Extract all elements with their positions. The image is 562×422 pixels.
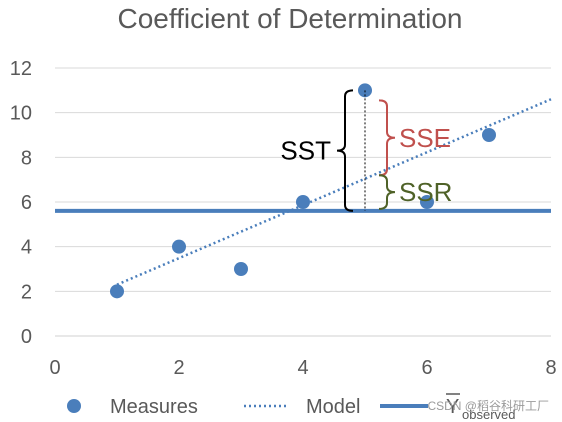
label-sse: SSE — [399, 123, 451, 153]
y-tick-label-12: 12 — [10, 58, 32, 80]
legend: Measures Model Y observed — [67, 393, 515, 422]
x-tick-label-4: 4 — [297, 357, 308, 379]
data-point-7 — [482, 128, 496, 142]
axis-ticks: 0 2 4 6 8 10 12 0 2 4 6 8 — [10, 58, 557, 379]
x-tick-label-2: 2 — [173, 357, 184, 379]
legend-label-mean-subscript: observed — [462, 407, 515, 422]
legend-marker-measures — [67, 399, 81, 413]
x-tick-label-8: 8 — [545, 357, 556, 379]
legend-label-mean-symbol: Y — [446, 396, 459, 418]
data-point-6 — [420, 195, 434, 209]
data-point-4 — [296, 195, 310, 209]
data-point-3 — [234, 262, 248, 276]
legend-label-measures: Measures — [110, 396, 198, 418]
y-tick-label-0: 0 — [21, 326, 32, 348]
y-tick-label-10: 10 — [10, 103, 32, 125]
brace-ssr — [378, 174, 396, 210]
x-tick-label-6: 6 — [421, 357, 432, 379]
data-point-2 — [172, 239, 186, 254]
label-ssr: SSR — [399, 177, 452, 207]
y-tick-label-8: 8 — [21, 147, 32, 169]
legend-label-model: Model — [306, 396, 360, 418]
annotations: SST SSE SSR — [280, 89, 452, 212]
model-trendline — [116, 98, 552, 286]
x-tick-label-0: 0 — [49, 357, 60, 379]
data-point-1 — [110, 284, 124, 299]
brace-sse — [378, 99, 396, 177]
label-sst: SST — [280, 136, 331, 166]
grid — [55, 67, 551, 337]
brace-sst — [336, 89, 354, 212]
series — [55, 83, 552, 299]
y-tick-label-2: 2 — [21, 281, 32, 303]
watermark: CSDN @稻谷科研工厂 — [427, 399, 549, 413]
y-tick-label-4: 4 — [21, 237, 32, 259]
y-tick-label-6: 6 — [21, 192, 32, 214]
chart-title: Coefficient of Determination — [118, 3, 463, 34]
